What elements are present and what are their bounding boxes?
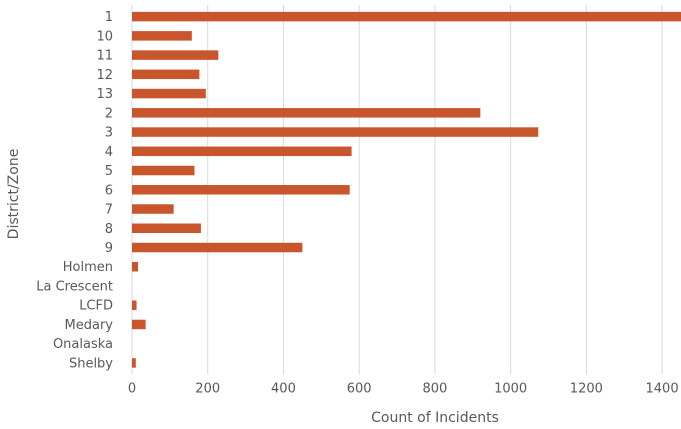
y-tick-label-la-crescent: La Crescent	[36, 279, 113, 294]
x-tick-label-1400: 1400	[646, 382, 679, 397]
x-tick-label-800: 800	[422, 382, 447, 397]
bar-holmen	[132, 261, 139, 272]
y-tick-label-13: 13	[96, 87, 113, 102]
bar-3	[132, 127, 539, 137]
y-tick-label-holmen: Holmen	[63, 260, 113, 275]
y-tick-label-lcfd: LCFD	[79, 299, 113, 314]
y-tick-label-shelby: Shelby	[69, 356, 113, 371]
y-tick-label-12: 12	[96, 68, 113, 83]
x-tick-label-1200: 1200	[570, 382, 603, 397]
y-axis-title: District/Zone	[6, 149, 22, 240]
bar-7	[132, 204, 174, 214]
bar-13	[132, 88, 206, 99]
bars	[132, 11, 681, 368]
y-tick-label-1: 1	[105, 10, 113, 25]
y-tick-label-8: 8	[105, 222, 113, 237]
bar-1	[132, 11, 681, 22]
x-tick-label-0: 0	[128, 382, 136, 397]
bar-9	[132, 242, 303, 253]
bar-8	[132, 223, 201, 234]
bar-10	[132, 31, 192, 41]
bar-11	[132, 50, 219, 60]
y-tick-label-11: 11	[96, 49, 113, 64]
x-tick-label-1000: 1000	[494, 382, 527, 397]
bar-6	[132, 185, 350, 195]
y-tick-label-onalaska: Onalaska	[53, 337, 113, 352]
y-tick-label-3: 3	[105, 126, 113, 141]
y-tick-label-6: 6	[105, 183, 113, 198]
bar-shelby	[132, 358, 136, 368]
y-tick-label-7: 7	[105, 203, 113, 218]
bar-4	[132, 146, 352, 157]
y-tick-label-5: 5	[105, 164, 113, 179]
bar-lcfd	[132, 300, 137, 310]
bar-medary	[132, 319, 146, 330]
bar-12	[132, 69, 200, 80]
x-tick-label-200: 200	[195, 382, 220, 397]
y-tick-label-10: 10	[96, 29, 113, 44]
x-axis-title: Count of Incidents	[371, 410, 499, 425]
x-tick-labels: 0 200 400 600 800 1000 1200 1400	[128, 382, 679, 397]
y-tick-label-4: 4	[105, 145, 113, 160]
x-tick-label-600: 600	[347, 382, 372, 397]
x-tick-label-400: 400	[271, 382, 296, 397]
y-tick-label-9: 9	[105, 241, 113, 256]
y-tick-labels: 1 10 11 12 13 2 3 4 5 6 7 8 9 Holmen La Crescent LCFD Me…	[36, 10, 113, 371]
bar-5	[132, 165, 195, 176]
bar-2	[132, 108, 481, 118]
y-tick-label-2: 2	[105, 106, 113, 121]
y-tick-label-medary: Medary	[65, 318, 114, 333]
